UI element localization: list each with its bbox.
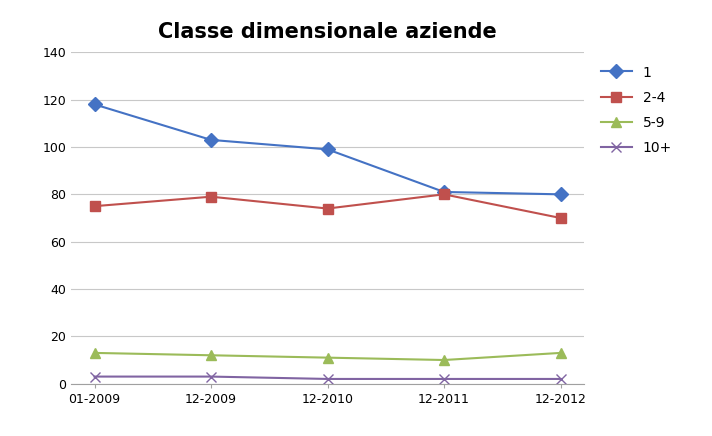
10+ xyxy=(440,376,449,382)
2-4 xyxy=(440,192,449,197)
Line: 2-4: 2-4 xyxy=(90,190,565,223)
1 xyxy=(556,192,565,197)
5-9 xyxy=(206,353,215,358)
Line: 1: 1 xyxy=(90,99,565,199)
1 xyxy=(90,102,99,107)
5-9 xyxy=(323,355,332,360)
Line: 10+: 10+ xyxy=(90,372,565,384)
1 xyxy=(440,189,449,194)
2-4 xyxy=(90,204,99,209)
Legend: 1, 2-4, 5-9, 10+: 1, 2-4, 5-9, 10+ xyxy=(601,66,672,155)
5-9 xyxy=(556,350,565,355)
1 xyxy=(323,147,332,152)
10+ xyxy=(556,376,565,382)
Title: Classe dimensionale aziende: Classe dimensionale aziende xyxy=(158,22,497,42)
2-4 xyxy=(556,215,565,221)
5-9 xyxy=(90,350,99,355)
10+ xyxy=(90,374,99,379)
1 xyxy=(206,137,215,143)
10+ xyxy=(323,376,332,382)
5-9 xyxy=(440,358,449,363)
10+ xyxy=(206,374,215,379)
2-4 xyxy=(206,194,215,199)
2-4 xyxy=(323,206,332,211)
Line: 5-9: 5-9 xyxy=(90,348,565,365)
